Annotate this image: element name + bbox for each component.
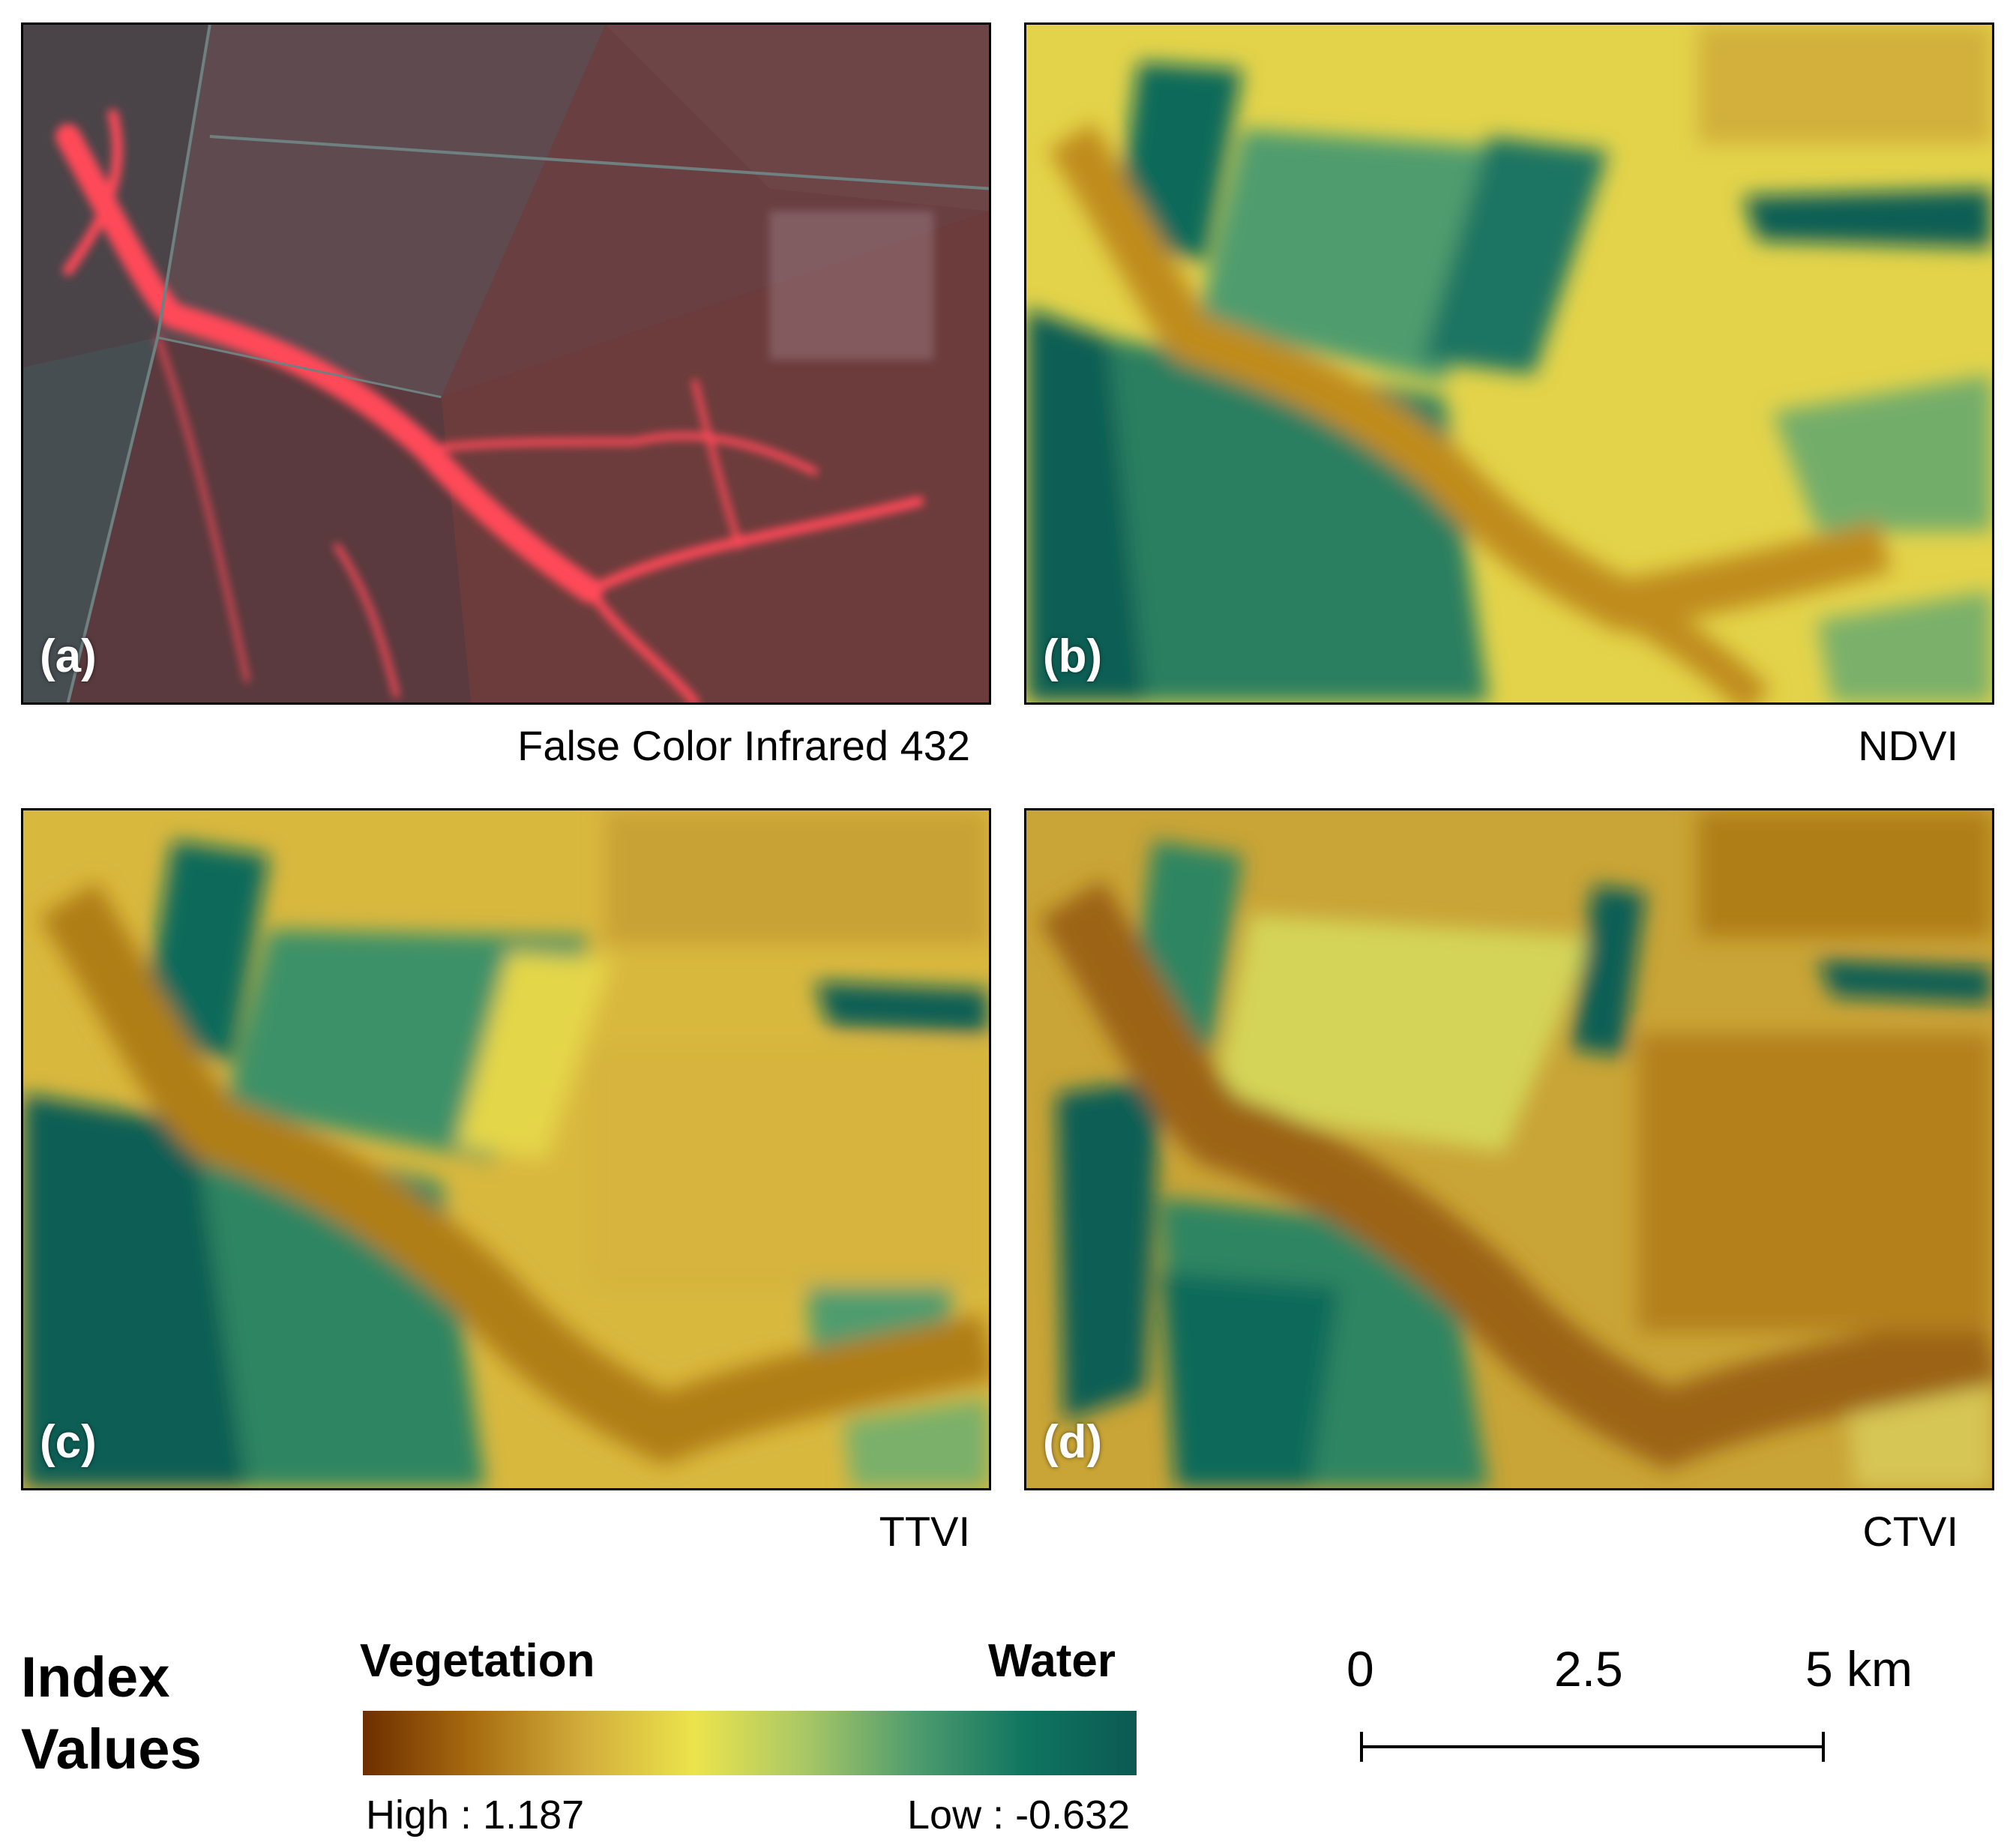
scale-tick-mid: 2.5: [1554, 1641, 1623, 1697]
scale-tick-0: 0: [1346, 1641, 1374, 1697]
panel-caption-c: TTVI: [879, 1508, 970, 1555]
legend-low-label: Low : -0.632: [907, 1793, 1131, 1838]
legend-title-line2: Values: [21, 1718, 202, 1781]
map-panel-ttvi: (c): [21, 808, 991, 1490]
color-ramp: [363, 1711, 1137, 1775]
legend-water-label: Water: [988, 1635, 1116, 1687]
map-panel-ndvi: (b): [1024, 22, 1994, 705]
panel-caption-a: False Color Infrared 432: [517, 722, 970, 769]
ndvi-image: [1026, 25, 1992, 702]
scale-bar: [1360, 1732, 1825, 1762]
panel-caption-d: CTVI: [1862, 1508, 1958, 1555]
scale-tick-end: 5 km: [1805, 1641, 1913, 1697]
panel-label-d: (d): [1043, 1416, 1103, 1468]
panel-label-b: (b): [1043, 630, 1103, 682]
map-panel-ctvi: (d): [1024, 808, 1994, 1490]
ctvi-image: [1026, 810, 1992, 1488]
panel-label-a: (a): [40, 630, 97, 682]
panel-caption-b: NDVI: [1858, 722, 1958, 769]
panel-label-c: (c): [40, 1416, 97, 1468]
ttvi-image: [23, 810, 989, 1488]
legend-title-line1: Index: [21, 1646, 170, 1709]
map-panel-fci: (a): [21, 22, 991, 705]
legend-high-label: High : 1.187: [366, 1793, 585, 1838]
legend-title: Index Values: [21, 1642, 202, 1786]
legend-vegetation-label: Vegetation: [360, 1635, 595, 1687]
false-color-image: [23, 25, 989, 702]
